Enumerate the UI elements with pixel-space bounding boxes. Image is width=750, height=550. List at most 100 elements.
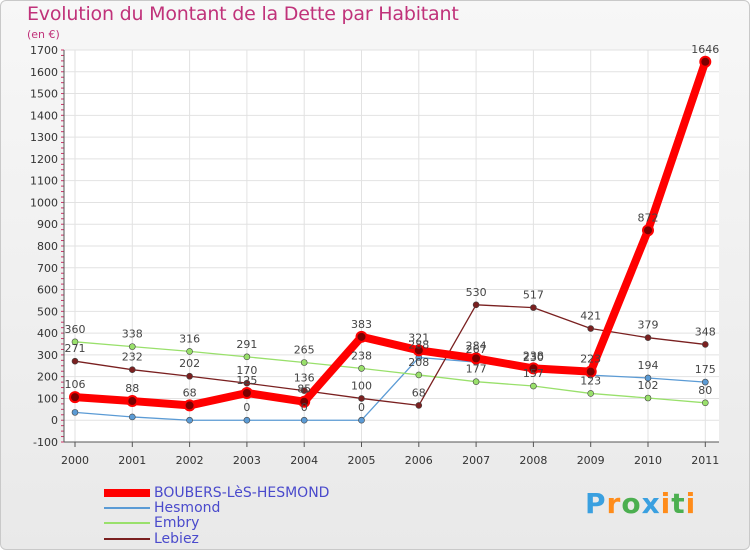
y-tick-label: 0 (51, 414, 58, 427)
data-label: 68 (183, 386, 197, 399)
y-tick-label: 300 (37, 349, 58, 362)
y-tick-label: 500 (37, 305, 58, 318)
series-3-point (530, 304, 537, 311)
series-0-point (126, 395, 139, 408)
data-label: 0 (301, 401, 308, 414)
series-3-point (644, 334, 652, 341)
series-3-point (587, 325, 595, 332)
data-label: 267 (466, 343, 487, 356)
data-label: 136 (294, 372, 315, 385)
data-label: 125 (236, 374, 257, 387)
series-0-point (298, 395, 311, 408)
data-label: 230 (523, 351, 544, 364)
data-label: 872 (638, 211, 659, 224)
series-2-point (71, 338, 79, 346)
x-tick-label: 2006 (405, 454, 433, 467)
data-label: 379 (638, 319, 659, 332)
y-tick-label: 100 (37, 392, 58, 405)
data-label: 265 (294, 344, 315, 357)
y-tick-label: 800 (37, 240, 58, 253)
series-3-point (243, 379, 251, 387)
y-tick-label: -100 (33, 436, 58, 449)
x-tick-label: 2008 (519, 454, 547, 467)
legend-label-1: Hesmond (154, 500, 221, 516)
series-2-point (415, 371, 423, 379)
x-tick-label: 2005 (348, 454, 376, 467)
logo-letter: i (660, 487, 672, 520)
series-3-point (300, 387, 308, 394)
series-2-point (300, 359, 308, 366)
x-tick-label: 2001 (118, 454, 146, 467)
data-label: 194 (638, 359, 659, 372)
data-label: 360 (65, 323, 86, 336)
data-label: 517 (523, 289, 544, 302)
series-3-point (186, 372, 193, 380)
y-tick-label: 1500 (30, 88, 58, 101)
legend-label-2: Embry (154, 515, 200, 531)
series-2-point (243, 353, 251, 361)
y-tick-label: 700 (37, 262, 58, 275)
data-label: 202 (179, 357, 200, 370)
series-3-point (472, 301, 480, 309)
data-label: 123 (580, 374, 601, 387)
data-label: 383 (351, 318, 372, 331)
series-line-3 (74, 304, 706, 407)
data-label: 80 (698, 384, 712, 397)
series-2-point (186, 348, 193, 355)
data-label: 338 (122, 328, 143, 341)
series-2-point (587, 390, 595, 397)
y-tick-label: 1000 (30, 196, 58, 209)
x-tick-label: 2004 (290, 454, 318, 467)
series-2-point (472, 378, 480, 385)
x-tick-label: 2011 (691, 454, 719, 467)
y-tick-label: 1600 (30, 66, 58, 79)
y-tick-label: 1700 (30, 44, 58, 57)
data-label: 232 (122, 351, 143, 364)
data-label: 271 (65, 342, 86, 355)
series-0-point (412, 344, 425, 357)
data-label: 177 (466, 363, 487, 376)
y-tick-label: 200 (37, 371, 58, 384)
series-0-point (642, 224, 654, 237)
series-1-point (358, 416, 365, 424)
chart-subtitle: (en €) (27, 28, 60, 41)
data-label: 348 (695, 325, 716, 338)
y-tick-label: 1200 (30, 153, 58, 166)
data-label: 106 (65, 378, 86, 391)
data-label: 175 (695, 363, 716, 376)
data-label: 284 (466, 339, 487, 352)
logo-letter: t (671, 487, 686, 520)
series-1-point (300, 416, 308, 424)
data-label: 0 (243, 401, 250, 414)
series-0-point (183, 399, 196, 412)
series-0-point (527, 362, 540, 375)
series-2-point (358, 365, 365, 372)
data-label: 157 (523, 367, 544, 380)
series-0-point (699, 55, 712, 68)
data-label: 238 (351, 349, 372, 362)
data-label: 238 (523, 349, 544, 362)
series-1-point (701, 378, 709, 386)
series-line-0 (71, 57, 710, 410)
y-tick-label: 1100 (30, 175, 58, 188)
series-2-point (644, 394, 652, 402)
data-label: 0 (358, 401, 365, 414)
series-1-point (71, 409, 79, 416)
data-label: 530 (466, 286, 487, 299)
series-3-point (71, 357, 79, 365)
logo-letter: x (641, 487, 661, 520)
y-tick-label: 1400 (30, 109, 58, 122)
data-label: 1646 (691, 43, 719, 56)
series-0-point (69, 391, 81, 404)
data-label: 288 (408, 339, 429, 352)
series-3-point (415, 402, 423, 409)
series-line-1 (74, 356, 706, 421)
legend-label-3: Lebiez (154, 531, 199, 547)
data-label: 208 (408, 356, 429, 369)
series-2-point (701, 399, 709, 407)
series-line-2 (74, 341, 706, 404)
series-1-point (186, 416, 193, 424)
y-tick-label: 1300 (30, 131, 58, 144)
data-label: 85 (297, 383, 311, 396)
